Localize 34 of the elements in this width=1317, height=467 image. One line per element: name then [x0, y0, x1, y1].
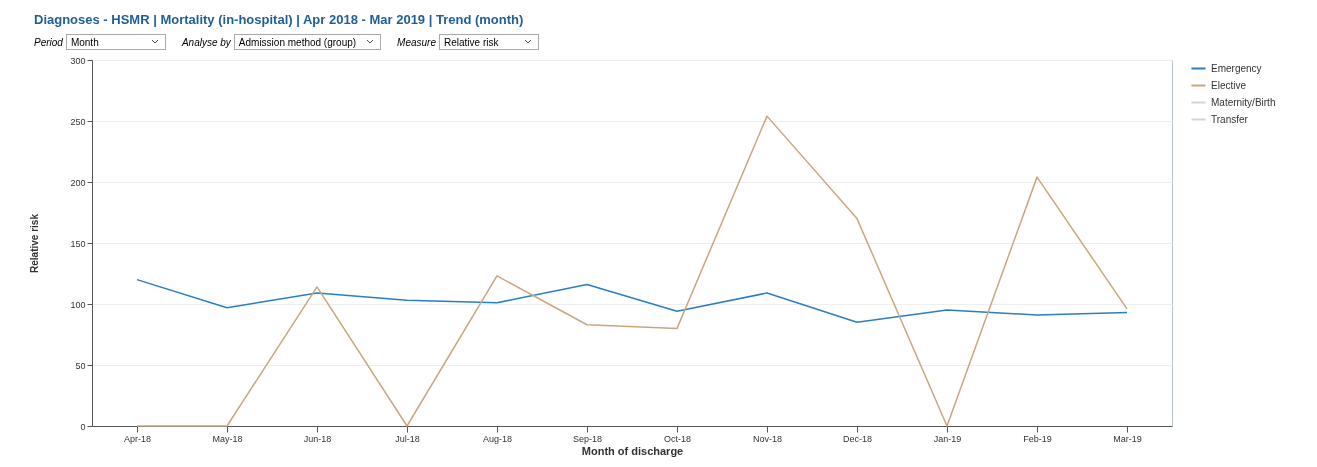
chart-title: Diagnoses - HSMR | Mortality (in-hospital) | Apr 2018 - Mar 2019 | Trend (month) — [34, 12, 525, 27]
y-tick-label: 200 — [70, 177, 86, 188]
text: Measure — [397, 36, 437, 48]
y-tick-label: 50 — [75, 360, 86, 371]
x-tick-label: Apr-18 — [123, 433, 152, 444]
y-axis-title: Relative risk — [29, 213, 41, 273]
x-axis-title: Month of discharge — [581, 444, 684, 457]
y-tick-label: 100 — [70, 299, 86, 310]
x-tick-label: Feb-19 — [1023, 433, 1052, 444]
y-tick-label: 300 — [70, 55, 86, 66]
legend-label: Maternity/Birth — [1211, 96, 1276, 108]
text: Month — [70, 36, 99, 48]
y-tick-label: 250 — [70, 116, 86, 127]
x-tick-label: Jan-19 — [933, 433, 962, 444]
legend-label: Transfer — [1211, 113, 1249, 125]
x-tick-label: Mar-19 — [1113, 433, 1142, 444]
legend-label: Elective — [1211, 79, 1247, 91]
legend-label: Emergency — [1211, 62, 1262, 74]
y-tick-label: 150 — [70, 238, 86, 249]
text: Admission method (group) — [238, 36, 357, 48]
text: Relative risk — [444, 36, 499, 48]
text: Analyse by — [181, 36, 231, 48]
x-tick-label: Jun-18 — [303, 433, 332, 444]
y-tick-label: 0 — [80, 421, 86, 432]
x-tick-label: Nov-18 — [752, 433, 783, 444]
x-tick-label: Jul-18 — [395, 433, 420, 444]
line-series — [136, 278, 1128, 324]
x-tick-label: May-18 — [212, 433, 243, 444]
x-tick-label: Oct-18 — [663, 433, 692, 444]
x-tick-label: Sep-18 — [572, 433, 603, 444]
line-series — [136, 115, 1128, 427]
x-tick-label: Dec-18 — [842, 433, 873, 444]
text: Period — [34, 36, 63, 48]
x-tick-label: Aug-18 — [482, 433, 513, 444]
